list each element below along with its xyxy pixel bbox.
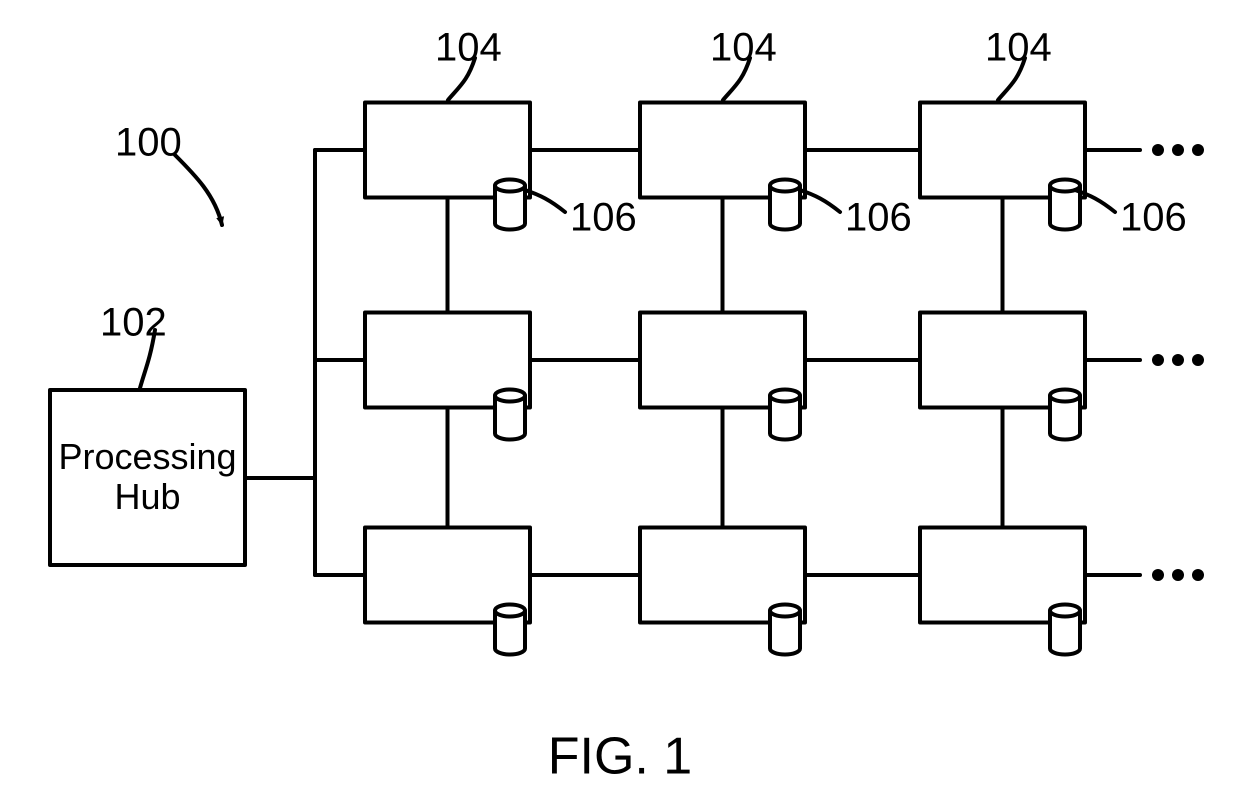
ellipsis-dot — [1192, 569, 1204, 581]
ref-106: 106 — [570, 196, 637, 240]
ref-100: 100 — [115, 121, 182, 165]
ellipsis-dot — [1152, 144, 1164, 156]
hub-label-line2: Hub — [114, 476, 180, 517]
ref-102: 102 — [100, 301, 167, 345]
ellipsis-dot — [1192, 144, 1204, 156]
ref-106: 106 — [1120, 196, 1187, 240]
lead-106 — [800, 190, 840, 212]
arrow-100 — [175, 155, 222, 225]
ref-104: 104 — [985, 26, 1052, 70]
cylinder-icon — [495, 605, 525, 655]
ellipsis-dot — [1192, 354, 1204, 366]
ellipsis-dot — [1172, 354, 1184, 366]
cylinder-icon — [1050, 180, 1080, 230]
ref-104: 104 — [710, 26, 777, 70]
bus-line — [245, 150, 365, 478]
cylinder-icon — [770, 390, 800, 440]
lead-106 — [525, 190, 565, 212]
figure-caption: FIG. 1 — [548, 728, 692, 786]
ref-104: 104 — [435, 26, 502, 70]
cylinder-icon — [1050, 605, 1080, 655]
cylinder-icon — [495, 180, 525, 230]
cylinder-icon — [770, 180, 800, 230]
ellipsis-dot — [1172, 144, 1184, 156]
ellipsis-dot — [1152, 354, 1164, 366]
cylinder-icon — [495, 390, 525, 440]
ref-106: 106 — [845, 196, 912, 240]
ellipsis-dot — [1152, 569, 1164, 581]
cylinder-icon — [770, 605, 800, 655]
ellipsis-dot — [1172, 569, 1184, 581]
hub-label-line1: Processing — [58, 436, 236, 477]
cylinder-icon — [1050, 390, 1080, 440]
